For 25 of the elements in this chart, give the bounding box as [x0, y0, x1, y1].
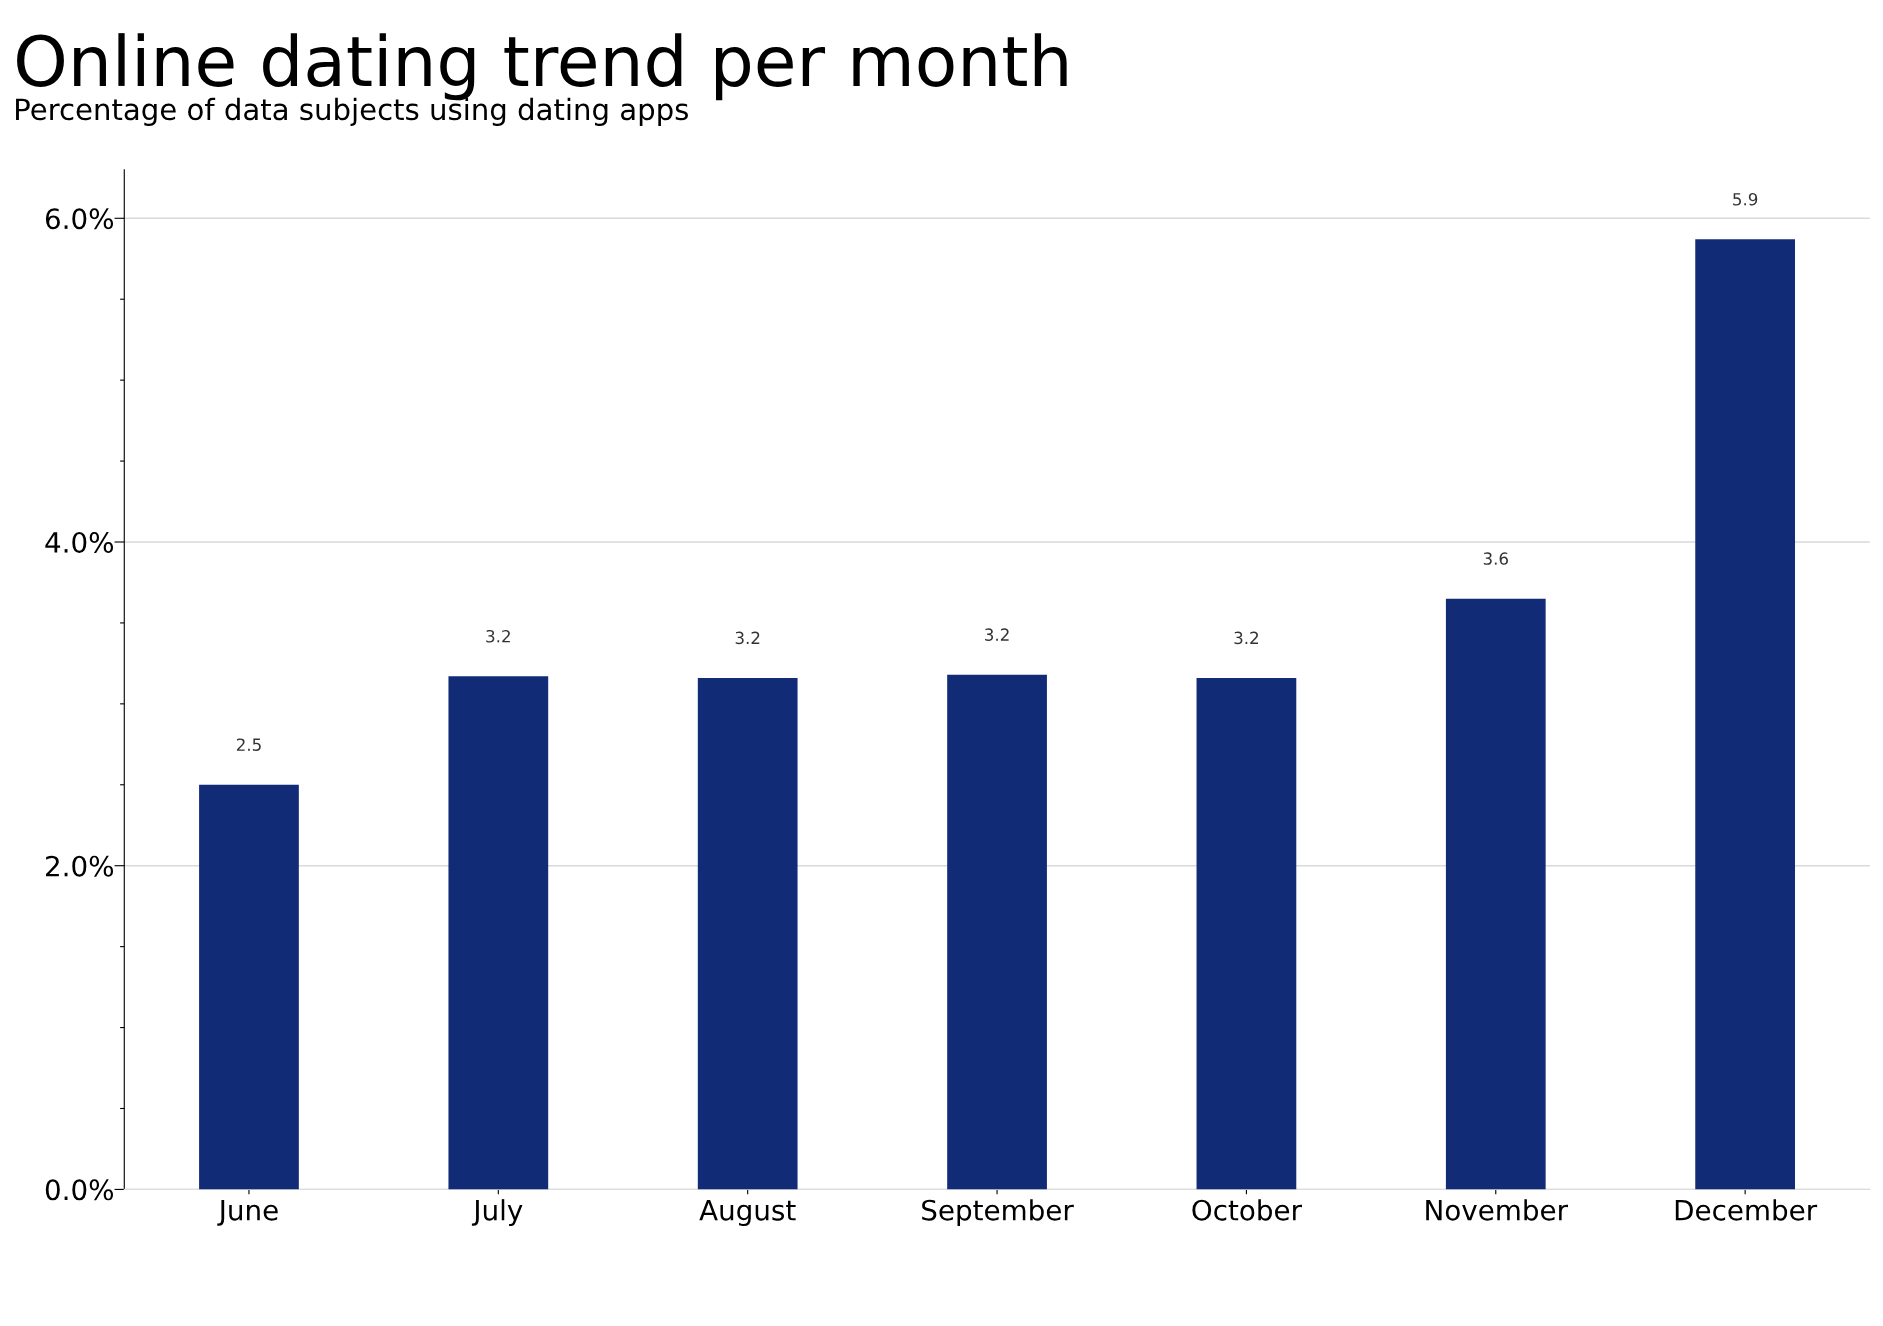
data-label: 3.2 [985, 628, 1009, 641]
y-tick-label: 4.0% [45, 531, 114, 553]
data-label: 3.2 [735, 631, 760, 645]
bar [1196, 677, 1297, 1190]
bar [947, 674, 1047, 1190]
x-tick-label: July [471, 1199, 523, 1227]
y-tick-label: 0.0% [45, 1179, 114, 1201]
bar [199, 784, 299, 1190]
y-tick-label: 2.0% [46, 855, 114, 877]
y-tick-label: 6.0% [45, 208, 114, 230]
data-label: 2.5 [236, 738, 261, 751]
data-label: 3.2 [1234, 631, 1258, 645]
bar [697, 677, 798, 1190]
bar [448, 676, 549, 1190]
x-tick-label: November [1426, 1199, 1569, 1221]
x-tick-label: December [1675, 1199, 1818, 1221]
data-label: 3.2 [486, 629, 510, 643]
x-tick-label: June [217, 1200, 278, 1226]
data-label: 3.6 [1483, 552, 1508, 565]
x-tick-label: October [1192, 1199, 1302, 1221]
x-tick-label: August [699, 1200, 796, 1227]
bar [1695, 239, 1796, 1190]
bar [1445, 598, 1546, 1190]
x-tick-label: September [922, 1199, 1074, 1227]
data-label: 5.9 [1733, 192, 1758, 206]
